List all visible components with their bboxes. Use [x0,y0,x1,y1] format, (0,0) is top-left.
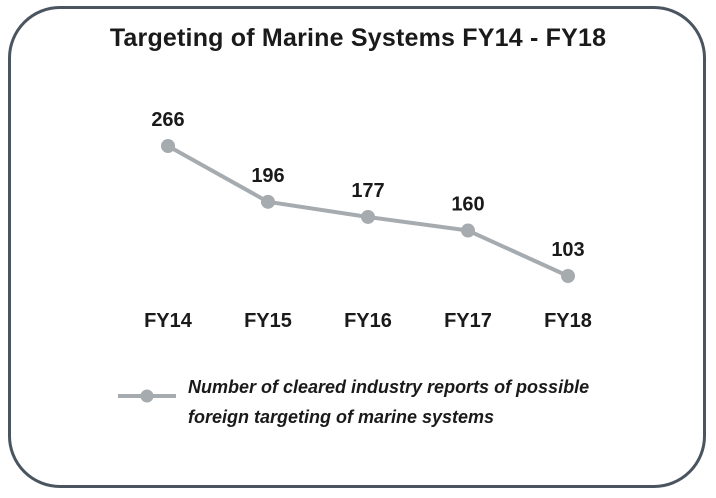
x-tick-label: FY17 [444,310,492,332]
data-label: 196 [251,165,284,187]
x-tick-label: FY16 [344,310,392,332]
legend-label-line-2: foreign targeting of marine systems [188,407,495,427]
legend-label: Number of cleared industry reports of po… [188,372,688,432]
data-point [361,209,375,224]
data-point [461,223,475,238]
legend-label-line-1: Number of cleared industry reports of po… [188,377,590,397]
chart-frame [8,6,706,488]
legend-marker [140,389,154,403]
x-tick-label: FY18 [544,310,592,332]
data-point [561,269,575,283]
data-label: 177 [351,180,384,202]
data-point [161,139,175,153]
x-tick-label: FY15 [244,310,292,332]
x-tick-label: FY14 [144,310,193,332]
data-label: 266 [151,109,184,131]
chart-title: Targeting of Marine Systems FY14 - FY18 [109,24,607,52]
data-point [261,194,275,209]
data-label: 103 [551,239,584,261]
data-label: 160 [451,194,484,216]
